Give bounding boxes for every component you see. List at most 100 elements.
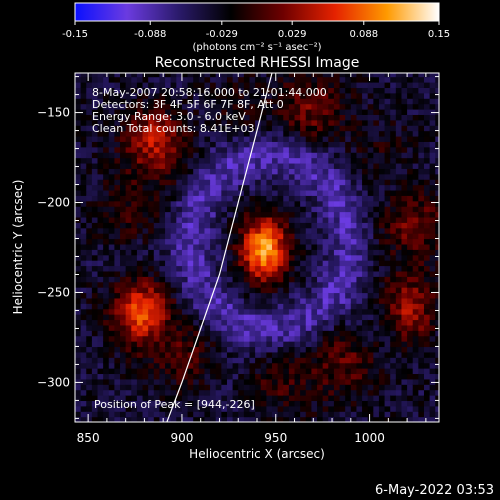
heatmap-cell (412, 108, 419, 115)
heatmap-cell (153, 362, 161, 369)
heatmap-cell (345, 162, 352, 169)
heatmap-cell (243, 330, 251, 337)
heatmap-cell (339, 179, 346, 186)
heatmap-cell (283, 319, 290, 326)
heatmap-cell (288, 405, 296, 412)
heatmap-cell (193, 362, 200, 369)
heatmap-cell (390, 200, 397, 207)
heatmap-cell (238, 135, 245, 142)
heatmap-cell (210, 260, 217, 267)
heatmap-cell (136, 157, 144, 164)
heatmap-cell (395, 119, 403, 126)
heatmap-cell (204, 373, 211, 380)
heatmap-cell (165, 265, 172, 272)
heatmap-cell (131, 416, 138, 422)
heatmap-cell (232, 314, 239, 321)
heatmap-cell (412, 276, 419, 283)
heatmap-cell (125, 351, 132, 358)
heatmap-cell (294, 373, 301, 380)
heatmap-cell (294, 92, 301, 99)
heatmap-cell (277, 287, 284, 294)
heatmap-cell (288, 200, 296, 207)
heatmap-cell (412, 206, 419, 213)
heatmap-cell (435, 335, 439, 342)
heatmap-cell (153, 260, 161, 267)
heatmap-cell (165, 276, 172, 283)
heatmap-cell (305, 265, 313, 272)
heatmap-cell (165, 373, 172, 380)
heatmap-cell (317, 324, 324, 331)
heatmap-cell (215, 368, 222, 375)
heatmap-cell (181, 260, 189, 267)
heatmap-cell (300, 416, 307, 422)
heatmap-cell (322, 130, 329, 137)
heatmap-cell (153, 184, 161, 191)
heatmap-cell (255, 362, 262, 369)
heatmap-cell (181, 346, 189, 353)
heatmap-cell (395, 260, 403, 267)
heatmap-cell (418, 265, 425, 272)
heatmap-cell (277, 135, 284, 142)
heatmap-cell (187, 98, 194, 105)
heatmap-cell (418, 152, 425, 159)
heatmap-cell (350, 303, 358, 310)
heatmap-cell (136, 243, 144, 250)
heatmap-cell (91, 341, 99, 348)
heatmap-cell (395, 319, 403, 326)
heatmap-cell (350, 173, 358, 180)
heatmap-cell (373, 297, 380, 304)
heatmap-cell (260, 189, 267, 196)
heatmap-cell (373, 405, 380, 412)
heatmap-cell (232, 76, 239, 83)
heatmap-cell (412, 260, 419, 267)
heatmap-cell (97, 216, 104, 223)
heatmap-cell (238, 308, 245, 315)
heatmap-cell (429, 368, 436, 375)
heatmap-cell (153, 233, 161, 240)
heatmap-cell (176, 362, 183, 369)
heatmap-cell (159, 173, 166, 180)
heatmap-cell (362, 416, 369, 422)
heatmap-cell (277, 276, 284, 283)
heatmap-cell (103, 378, 110, 385)
heatmap-cell (170, 157, 177, 164)
heatmap-cell (226, 157, 234, 164)
heatmap-cell (300, 351, 307, 358)
heatmap-cell (345, 395, 352, 402)
heatmap-cell (339, 362, 346, 369)
heatmap-cell (345, 173, 352, 180)
heatmap-cell (159, 200, 166, 207)
heatmap-cell (277, 146, 284, 153)
heatmap-cell (317, 276, 324, 283)
heatmap-cell (373, 292, 380, 299)
heatmap-cell (243, 152, 251, 159)
heatmap-cell (378, 81, 386, 88)
heatmap-cell (423, 265, 431, 272)
heatmap-cell (125, 319, 132, 326)
heatmap-cell (333, 173, 341, 180)
heatmap-cell (373, 395, 380, 402)
heatmap-cell (305, 319, 313, 326)
heatmap-cell (204, 330, 211, 337)
heatmap-cell (165, 351, 172, 358)
heatmap-cell (345, 400, 352, 407)
heatmap-cell (288, 308, 296, 315)
heatmap-cell (198, 81, 206, 88)
heatmap-cell (142, 368, 149, 375)
heatmap-cell (339, 330, 346, 337)
heatmap-cell (373, 346, 380, 353)
heatmap-cell (86, 249, 93, 256)
heatmap-cell (232, 362, 239, 369)
heatmap-cell (260, 270, 267, 277)
heatmap-cell (429, 324, 436, 331)
heatmap-cell (176, 314, 183, 321)
heatmap-cell (435, 211, 439, 218)
heatmap-cell (131, 108, 138, 115)
heatmap-cell (97, 92, 104, 99)
heatmap-cell (193, 243, 200, 250)
heatmap-cell (266, 87, 273, 94)
heatmap-cell (142, 189, 149, 196)
heatmap-cell (249, 222, 256, 229)
heatmap-cell (255, 416, 262, 422)
heatmap-cell (142, 341, 149, 348)
